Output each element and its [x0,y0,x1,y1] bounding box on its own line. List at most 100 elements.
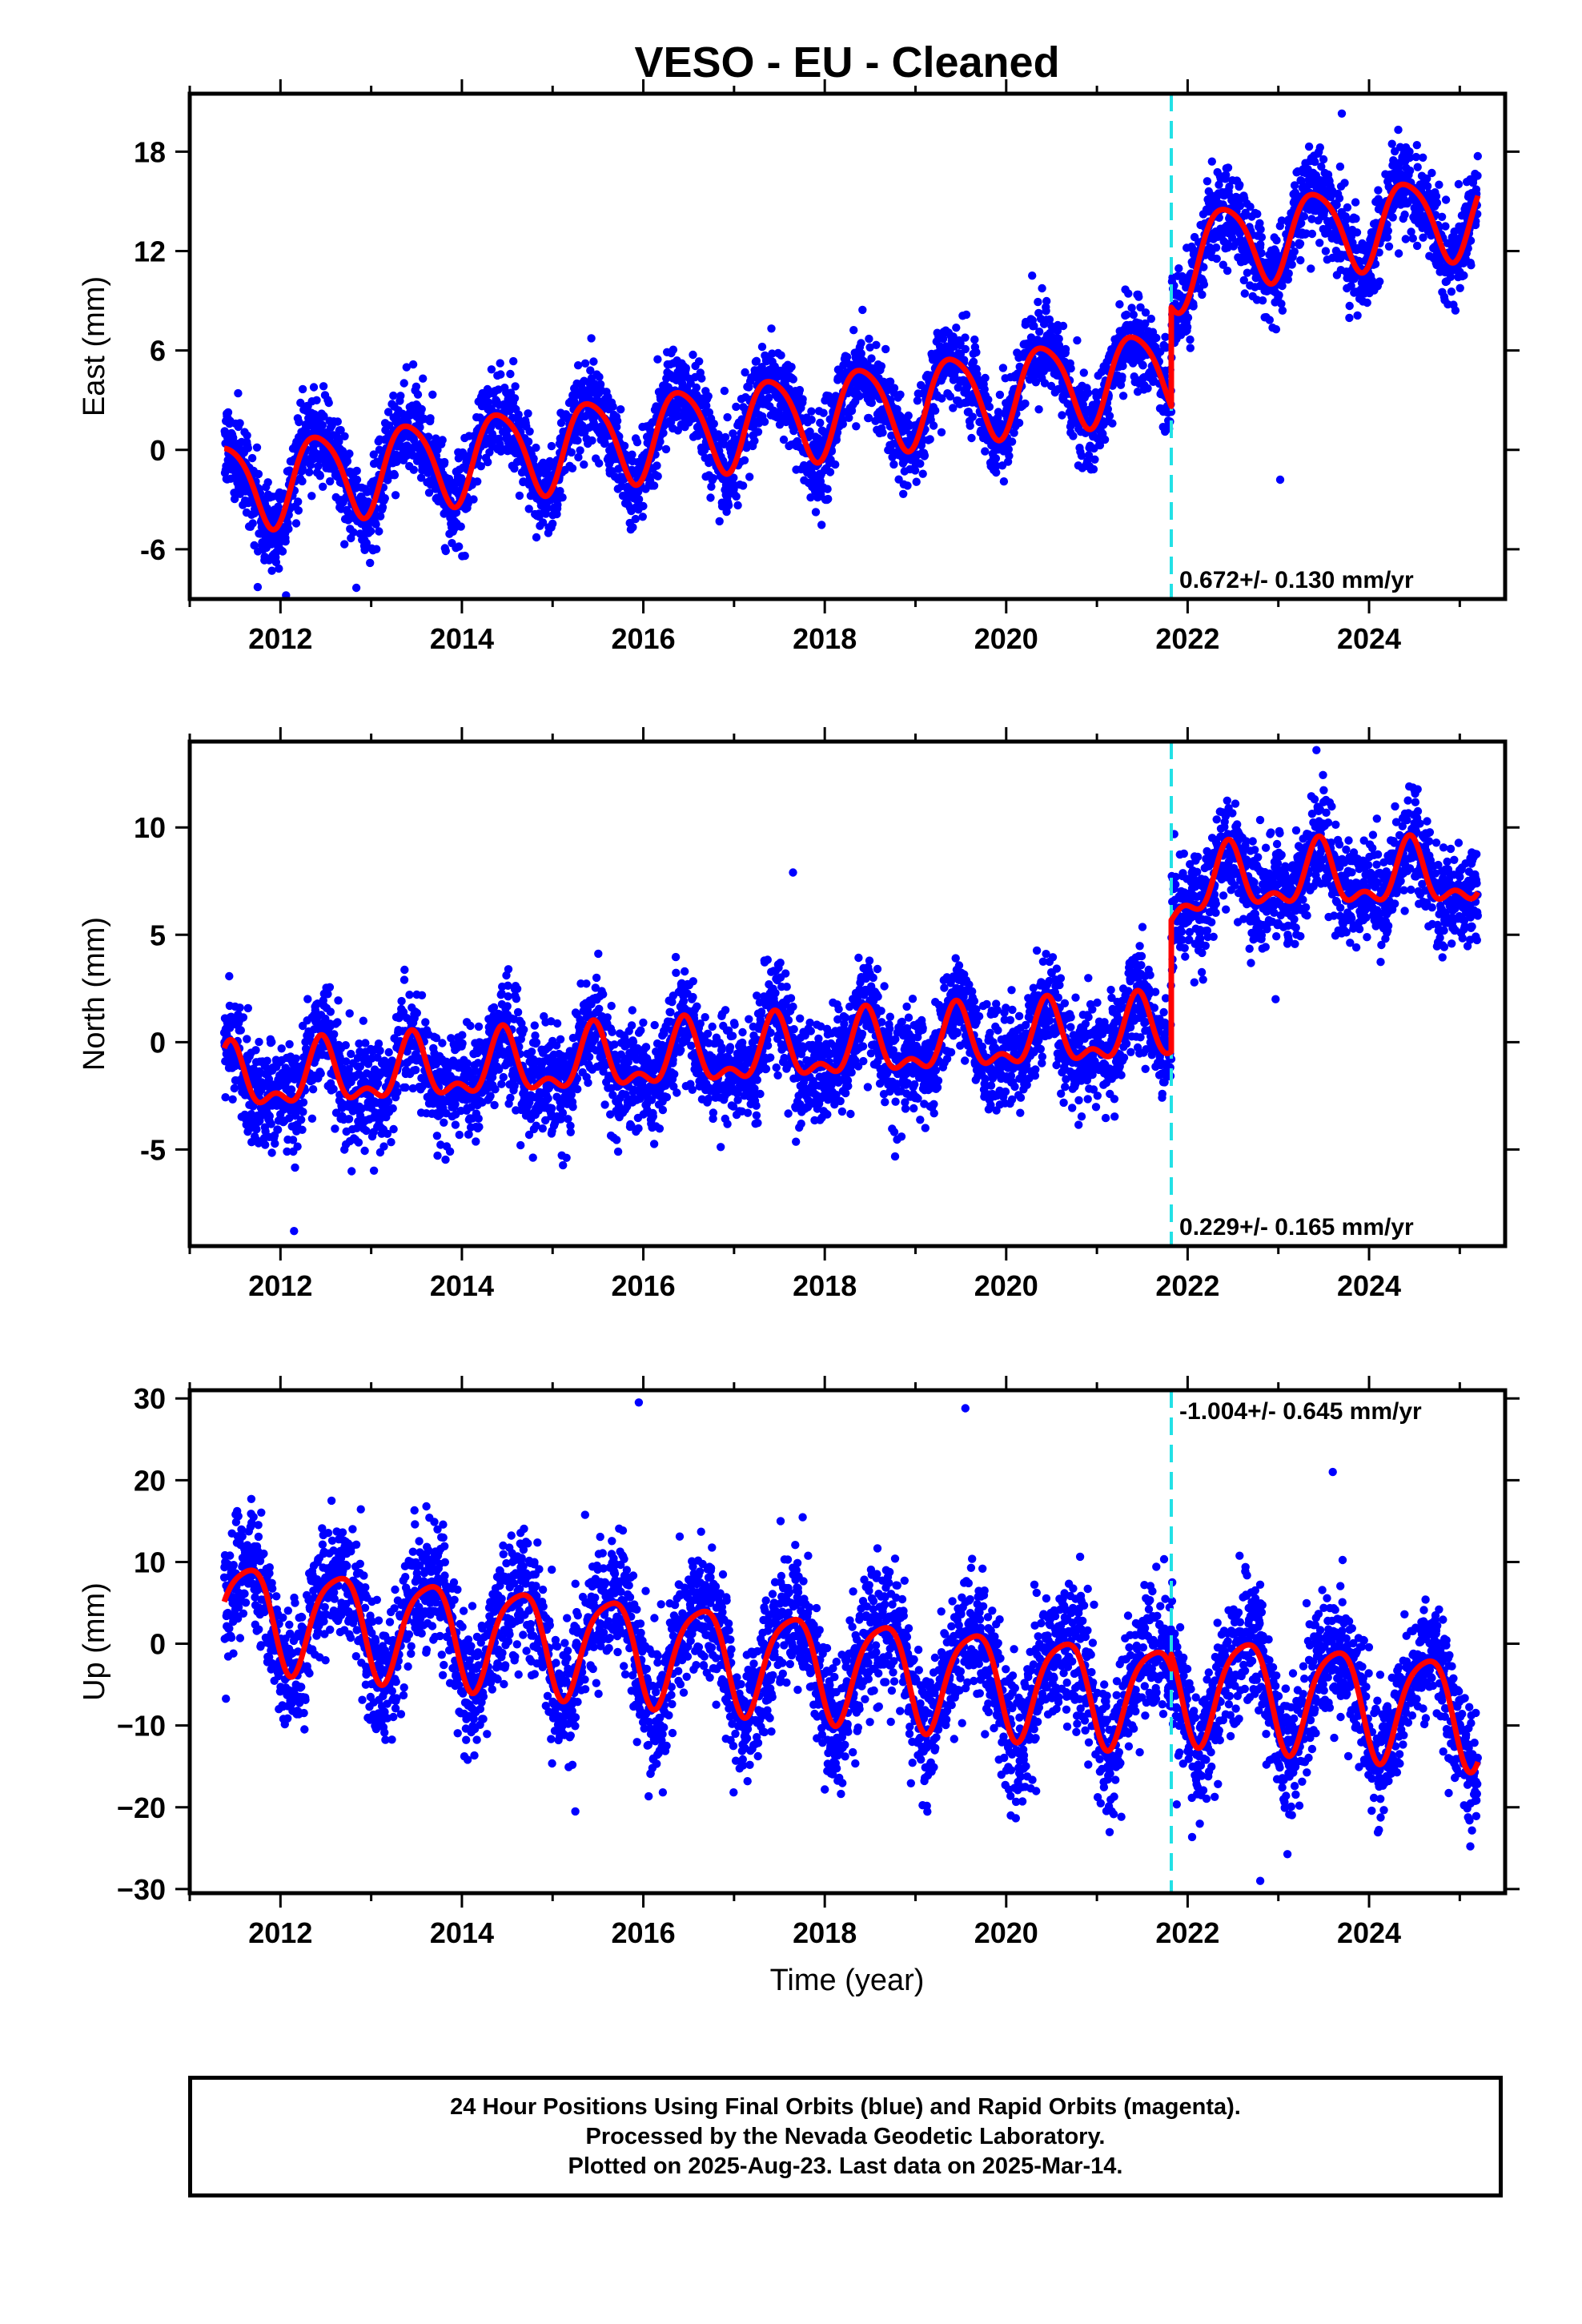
data-point [1340,179,1349,187]
data-point [234,388,243,398]
data-point [697,374,706,383]
data-point [1383,233,1392,242]
data-point [1182,323,1192,332]
data-point [864,413,873,423]
data-point [1122,310,1131,320]
data-point [305,468,314,476]
data-point [275,564,283,573]
data-point [819,408,828,417]
data-point [267,566,276,575]
data-point [254,469,263,479]
data-point [825,468,835,476]
data-point [1129,310,1138,320]
data-point [896,390,905,399]
data-point [252,1125,261,1134]
data-point [239,1013,248,1022]
data-point [1152,333,1161,343]
data-point [1115,300,1124,309]
data-point [824,494,833,504]
data-point [1136,303,1145,312]
y-tick-label: 6 [150,335,166,368]
data-point [524,437,533,446]
data-point [938,394,946,403]
data-point [777,351,785,360]
data-point [998,364,1008,372]
data-point [576,446,584,455]
y-tick-label: 0 [150,434,166,467]
figure-title: VESO - EU - Cleaned [634,38,1059,86]
data-point [709,474,718,483]
data-point [1225,182,1234,191]
data-point [456,522,465,531]
data-point [707,482,716,491]
data-point [1375,277,1384,286]
data-point [806,493,815,502]
data-point [340,540,349,549]
data-point [865,334,873,344]
north-panel: 2012 2014 2016 2018 2020 2022 2024-50510North … [78,727,1520,1302]
data-point [1383,227,1393,235]
data-point [1198,290,1207,300]
data-point [417,404,426,414]
data-point [706,493,715,502]
data-point [595,459,604,468]
data-point [831,460,840,469]
data-point [409,465,418,474]
data-point [1219,260,1228,269]
data-point [484,457,492,467]
data-point [817,521,826,529]
data-point [795,385,805,395]
data-point [656,437,665,446]
data-point [1437,212,1447,221]
data-point [842,352,852,361]
data-point [1141,308,1150,317]
data-point [291,1054,300,1063]
data-point [807,407,816,416]
data-point [230,494,239,504]
data-point [343,456,352,466]
data-point [750,436,759,445]
data-point [857,349,866,358]
data-point [733,501,742,510]
data-point [903,481,912,490]
data-point [985,402,994,412]
data-point [307,492,316,501]
data-point [1066,364,1075,373]
data-point [877,362,886,371]
data-point [524,409,532,418]
data-point [263,478,272,487]
data-point [992,461,1001,470]
data-point [634,495,644,504]
data-point [324,398,333,408]
data-point [1222,171,1231,179]
data-point [1412,141,1422,150]
data-point [294,497,303,506]
data-point [768,349,777,358]
data-point [1307,215,1316,223]
data-point [1108,419,1117,428]
data-point [867,354,876,363]
data-point [298,384,307,394]
data-point [1277,216,1287,225]
data-point [639,501,648,511]
data-point [424,489,434,497]
data-point [378,503,387,512]
data-point [1061,344,1070,354]
data-point [994,408,1003,416]
data-point [351,583,361,593]
data-point [972,348,981,357]
data-point [1447,287,1456,296]
data-point [568,464,577,472]
data-point [547,441,556,451]
data-point [929,421,938,430]
data-point [970,335,979,344]
data-point [1134,292,1143,301]
data-point [319,482,327,491]
data-point [1352,228,1362,237]
data-point [532,443,540,452]
data-point [1446,272,1456,281]
data-point [1146,314,1156,324]
data-point [968,412,978,421]
data-point [362,538,371,548]
data-point [981,447,990,456]
